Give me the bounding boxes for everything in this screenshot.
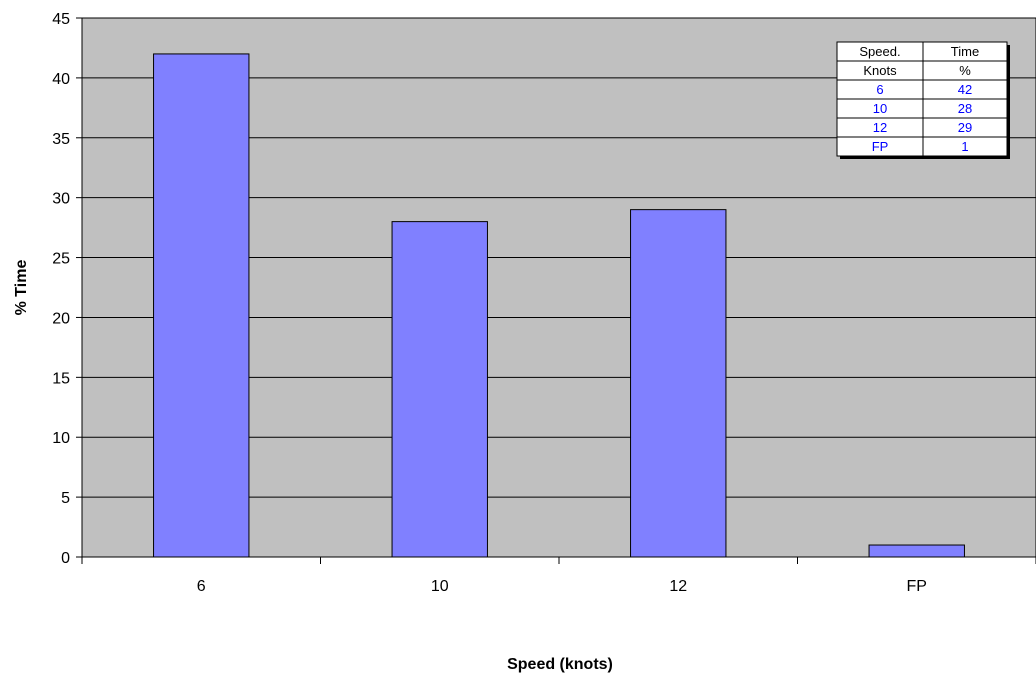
table-header-cell: Speed. <box>859 44 900 59</box>
table-cell: 42 <box>958 82 972 97</box>
y-axis-title: % Time <box>13 260 30 316</box>
y-tick-label: 40 <box>52 71 70 88</box>
x-tick-label: FP <box>907 578 927 595</box>
table-cell: 6 <box>876 82 883 97</box>
y-tick-label: 10 <box>52 430 70 447</box>
y-tick-label: 25 <box>52 251 70 268</box>
x-tick-label: 12 <box>669 578 687 595</box>
axes <box>76 17 1036 564</box>
x-tick-labels: 6 10 12 FP <box>197 578 927 595</box>
table-cell: 29 <box>958 120 972 135</box>
y-tick-label: 35 <box>52 131 70 148</box>
x-tick-label: 6 <box>197 578 206 595</box>
bar-12 <box>630 209 727 558</box>
y-tick-label: 20 <box>52 310 70 327</box>
table-cell: 10 <box>873 101 887 116</box>
y-tick-label: 45 <box>52 11 70 28</box>
table-cell: 1 <box>961 139 968 154</box>
table-cell: 12 <box>873 120 887 135</box>
data-table: Speed. Time Knots % 6 42 10 28 12 29 FP 1 <box>836 41 1010 159</box>
y-tick-label: 30 <box>52 191 70 208</box>
bar-6 <box>153 53 250 558</box>
table-cell: FP <box>872 139 889 154</box>
bar-10 <box>391 221 488 558</box>
table-cell: 28 <box>958 101 972 116</box>
bar-fp <box>868 544 965 558</box>
table-header-cell: Knots <box>863 63 897 78</box>
x-tick-label: 10 <box>431 578 449 595</box>
y-tick-labels: 0 5 10 15 20 25 30 35 40 45 <box>52 11 70 567</box>
y-tick-label: 15 <box>52 370 70 387</box>
x-axis-title: Speed (knots) <box>507 656 613 673</box>
bars <box>153 53 965 558</box>
table-header-cell: % <box>959 63 971 78</box>
y-tick-label: 0 <box>61 550 70 567</box>
y-tick-label: 5 <box>61 490 70 507</box>
table-header-cell: Time <box>951 44 979 59</box>
